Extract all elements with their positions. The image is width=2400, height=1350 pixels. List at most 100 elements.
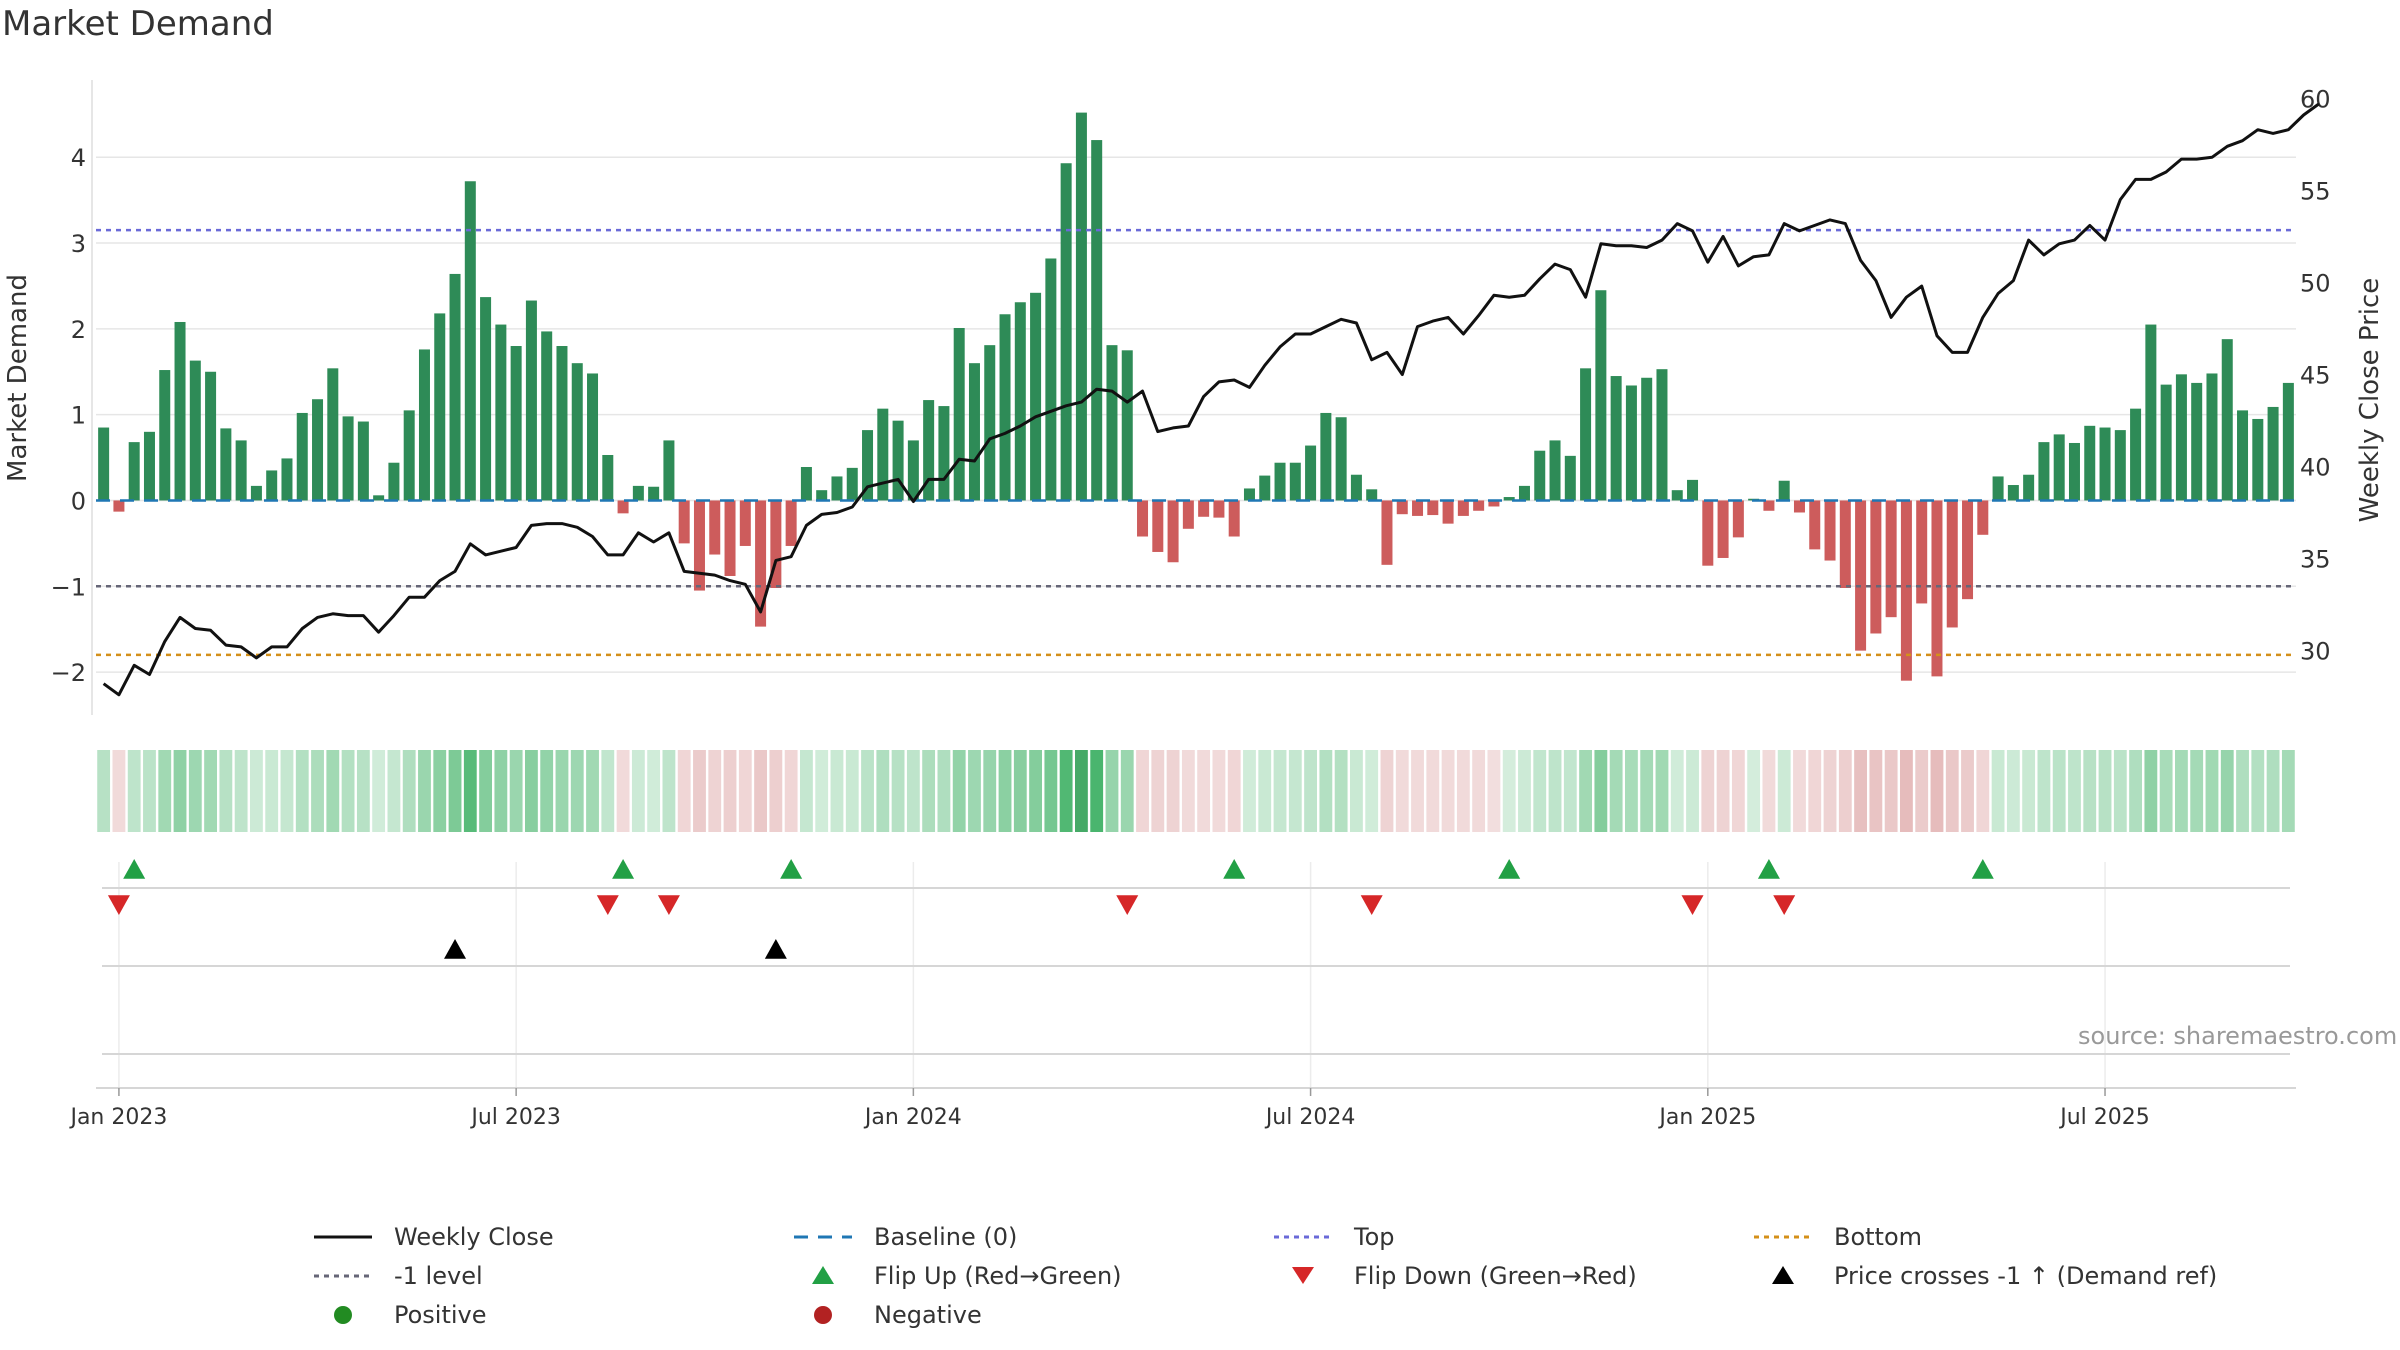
demand-bar-negative — [1900, 500, 1912, 681]
intensity-cell — [326, 750, 340, 832]
demand-bar-positive — [984, 345, 996, 501]
legend-label: -1 level — [394, 1262, 483, 1290]
intensity-cell — [1716, 750, 1730, 832]
intensity-cell — [1548, 750, 1562, 832]
demand-bar-positive — [2282, 382, 2294, 501]
intensity-cell — [769, 750, 783, 832]
demand-bar-negative — [1228, 500, 1240, 537]
demand-bar-negative — [1717, 500, 1729, 558]
intensity-cell — [2175, 750, 2188, 832]
intensity-cell — [372, 750, 386, 832]
intensity-cell — [1777, 750, 1791, 832]
y2-tick-label: 35 — [2300, 546, 2331, 574]
intensity-cell — [1808, 750, 1822, 832]
intensity-cell — [1258, 750, 1272, 832]
intensity-cell — [2190, 750, 2204, 832]
y2-tick-label: 40 — [2300, 454, 2331, 482]
intensity-cell — [647, 750, 661, 832]
legend-symbol — [1752, 1227, 1814, 1247]
demand-bar-positive — [312, 399, 324, 501]
demand-bar-positive — [2007, 485, 2019, 501]
demand-bar-negative — [1962, 500, 1974, 600]
legend-symbol — [792, 1305, 854, 1325]
intensity-cell — [586, 750, 599, 832]
demand-bar-positive — [1289, 462, 1301, 501]
flip-up-marker — [1498, 859, 1521, 879]
intensity-cell — [1701, 750, 1715, 832]
y2-tick-label: 50 — [2300, 269, 2331, 297]
demand-bar-positive — [205, 371, 217, 501]
demand-bar-positive — [1045, 258, 1057, 501]
demand-bar-negative — [785, 500, 797, 546]
demand-bar-negative — [1977, 500, 1989, 535]
demand-bar-positive — [2038, 442, 2050, 501]
intensity-cell — [1884, 750, 1898, 832]
intensity-cell — [815, 750, 829, 832]
demand-bar-positive — [1243, 488, 1255, 501]
demand-bar-negative — [1473, 500, 1485, 511]
flip-up-marker — [1757, 859, 1780, 879]
demand-bar-positive — [968, 363, 980, 501]
intensity-cell — [2129, 750, 2142, 832]
legend-label: Weekly Close — [394, 1223, 554, 1251]
y2-tick-label: 45 — [2300, 361, 2331, 389]
intensity-cell — [1227, 750, 1241, 832]
intensity-cell — [1472, 750, 1486, 832]
legend-item: Flip Down (Green→Red) — [1272, 1257, 1637, 1295]
intensity-cell — [1350, 750, 1363, 832]
intensity-cell — [219, 750, 233, 832]
intensity-cell — [2068, 750, 2081, 832]
demand-bar-positive — [418, 349, 430, 501]
demand-bar-negative — [1702, 500, 1714, 566]
demand-bar-positive — [953, 327, 965, 501]
intensity-cell — [1395, 750, 1409, 832]
chart-title: Market Demand — [2, 4, 274, 44]
demand-bar-positive — [2084, 425, 2096, 501]
intensity-cell — [1319, 750, 1333, 832]
demand-bar-positive — [2130, 408, 2142, 501]
intensity-cell — [2083, 750, 2097, 832]
intensity-cell — [1212, 750, 1226, 832]
intensity-cell — [1930, 750, 1944, 832]
legend-item: Weekly Close — [312, 1218, 554, 1256]
intensity-cell — [754, 750, 767, 832]
demand-bar-negative — [1916, 500, 1928, 604]
intensity-cell — [509, 750, 523, 832]
demand-bar-positive — [434, 313, 446, 501]
demand-bar-positive — [1580, 368, 1592, 501]
intensity-cell — [188, 750, 202, 832]
demand-bar-positive — [189, 360, 201, 501]
demand-bar-positive — [892, 420, 904, 501]
intensity-cell — [1563, 750, 1577, 832]
demand-bar-positive — [938, 406, 950, 501]
demand-bar-negative — [1809, 500, 1821, 550]
legend-item: Flip Up (Red→Green) — [792, 1257, 1122, 1295]
demand-bar-positive — [2145, 324, 2157, 501]
demand-bar-positive — [1778, 480, 1790, 501]
x-tick-label: Jul 2025 — [2058, 1105, 2150, 1130]
intensity-cell — [1686, 750, 1699, 832]
legend-label: Flip Down (Green→Red) — [1354, 1262, 1637, 1290]
y-axis-label-left: Market Demand — [3, 274, 33, 482]
demand-bar-positive — [250, 485, 262, 501]
demand-bar-positive — [907, 440, 919, 501]
demand-bar-positive — [816, 490, 828, 501]
intensity-cell — [1594, 750, 1608, 832]
demand-bar-negative — [693, 500, 705, 591]
intensity-cell — [1273, 750, 1287, 832]
intensity-cell — [2144, 750, 2158, 832]
demand-bar-negative — [1152, 500, 1164, 552]
intensity-cell — [1243, 750, 1256, 832]
intensity-cell — [143, 750, 156, 832]
demand-bar-positive — [800, 467, 812, 501]
intensity-cell — [1380, 750, 1394, 832]
flip-up-marker — [1223, 859, 1246, 879]
demand-bar-positive — [1641, 377, 1653, 501]
intensity-cell — [1625, 750, 1638, 832]
intensity-cell — [861, 750, 874, 832]
intensity-cell — [173, 750, 187, 832]
y-tick-label: 2 — [71, 316, 86, 344]
intensity-cell — [112, 750, 126, 832]
intensity-cell — [311, 750, 324, 832]
intensity-cell — [968, 750, 981, 832]
